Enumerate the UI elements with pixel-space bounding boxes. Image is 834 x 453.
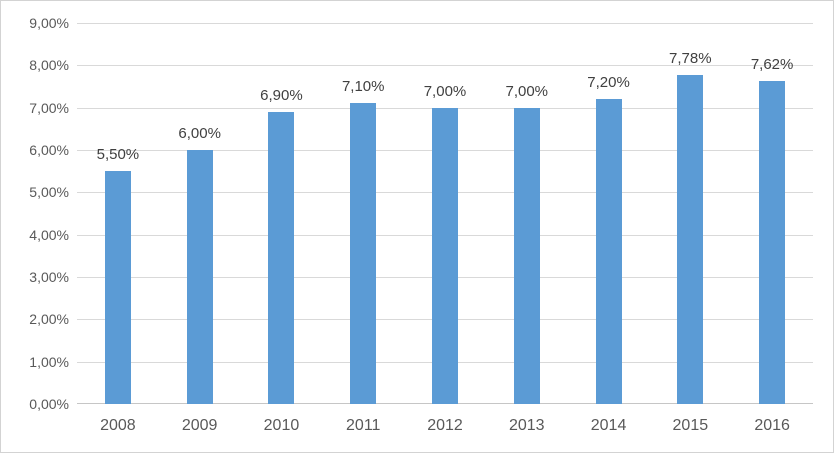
x-axis-tick-label: 2015 bbox=[672, 417, 709, 434]
bar-value-label: 7,10% bbox=[341, 78, 385, 96]
bar-value-label: 6,90% bbox=[260, 86, 303, 104]
y-axis-tick-label: 3,00% bbox=[29, 269, 69, 286]
bar-2014 bbox=[595, 99, 622, 404]
gridline bbox=[77, 23, 813, 24]
y-axis-tick-label: 2,00% bbox=[29, 311, 69, 328]
x-axis-tick-label: 2013 bbox=[508, 417, 545, 434]
bar-2011 bbox=[350, 103, 377, 404]
bar-2012 bbox=[432, 107, 458, 404]
x-axis-tick-label: 2016 bbox=[754, 417, 790, 434]
y-axis-tick-label: 0,00% bbox=[29, 396, 69, 412]
x-axis-tick-label: 2012 bbox=[427, 417, 463, 434]
x-axis-tick-label: 2011 bbox=[346, 417, 381, 434]
x-axis-tick-label: 2010 bbox=[263, 417, 300, 434]
gridline bbox=[77, 65, 813, 67]
bar-2009 bbox=[186, 150, 213, 404]
bar-value-label: 7,62% bbox=[750, 56, 794, 74]
x-axis-tick-label: 2009 bbox=[181, 417, 218, 434]
bar-value-label: 5,50% bbox=[96, 146, 140, 164]
y-axis-tick-label: 7,00% bbox=[29, 99, 69, 116]
bar-2015 bbox=[677, 74, 704, 404]
x-axis-tick-label: 2014 bbox=[590, 417, 627, 434]
y-axis-tick-label: 5,00% bbox=[29, 184, 69, 201]
y-axis-tick-label: 6,00% bbox=[29, 142, 69, 159]
bar-value-label: 7,00% bbox=[423, 82, 467, 100]
y-axis-tick-label: 9,00% bbox=[29, 15, 69, 31]
bar-2013 bbox=[513, 107, 540, 404]
bar-2008 bbox=[104, 171, 131, 404]
y-axis-tick-label: 1,00% bbox=[29, 353, 69, 370]
bar-value-label: 6,00% bbox=[178, 125, 221, 142]
plot-area: 5,50% 6,00% 6,90% 7,10% 7,00% 7,00% 7,20% 7,78%… bbox=[77, 23, 813, 404]
bar-2010 bbox=[268, 111, 295, 404]
x-axis-tick-label: 2008 bbox=[100, 417, 136, 434]
bar-value-label: 7,78% bbox=[669, 49, 712, 67]
bar-2016 bbox=[759, 81, 786, 404]
y-axis-tick-label: 4,00% bbox=[29, 226, 69, 243]
y-axis: 0,00% 1,00% 2,00% 3,00% 4,00% 5,00% 6,00% 7,00%… bbox=[1, 15, 69, 412]
y-axis-tick-label: 8,00% bbox=[29, 57, 69, 74]
bar-value-label: 7,20% bbox=[587, 74, 630, 92]
bar-value-label: 7,00% bbox=[505, 82, 549, 100]
x-axis: 2008 2009 2010 2011 2012 2013 2014 2015 2016 bbox=[77, 404, 813, 444]
